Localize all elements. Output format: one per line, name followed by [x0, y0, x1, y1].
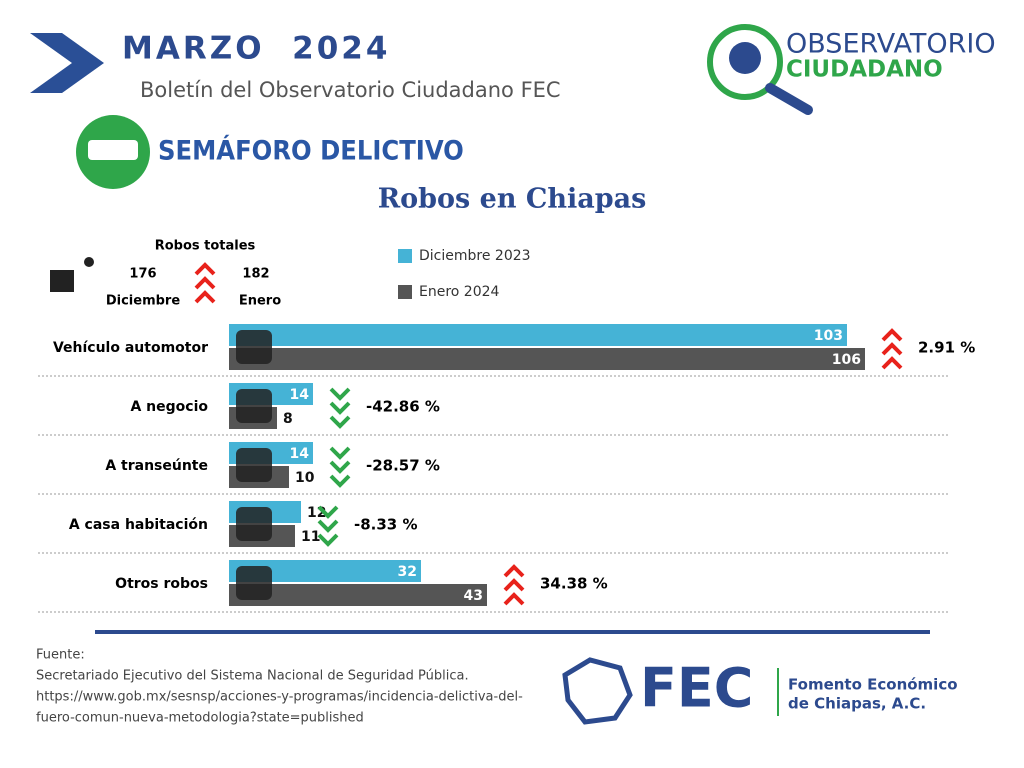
chevron — [329, 415, 351, 429]
category-label: Otros robos — [115, 576, 208, 592]
logo-people — [729, 42, 761, 74]
value-label: 14 — [290, 387, 310, 403]
change-label: -28.57 % — [366, 457, 440, 475]
header-subtitle: Boletín del Observatorio Ciudadano FEC — [140, 78, 561, 102]
category-label: A casa habitación — [69, 517, 208, 533]
chevron — [881, 328, 903, 342]
chevron — [194, 276, 216, 290]
source-line: https://www.gob.mx/sesnsp/acciones-y-pro… — [36, 690, 523, 705]
chevron — [503, 578, 525, 592]
summary-title: Robos totales — [155, 239, 256, 254]
legend-swatch — [398, 285, 412, 299]
source-line: Secretariado Ejecutivo del Sistema Nacio… — [36, 669, 469, 684]
value-label: 8 — [283, 411, 293, 427]
change-arrows — [503, 564, 525, 606]
value-label: 10 — [295, 470, 315, 486]
chevron — [329, 474, 351, 488]
chevron — [317, 519, 339, 533]
summary-value: 182 — [242, 267, 269, 282]
bar — [229, 324, 847, 346]
value-label: 11 — [301, 529, 320, 545]
bar — [229, 560, 421, 582]
fec-line: de Chiapas, A.C. — [788, 695, 926, 713]
legend-swatch — [398, 249, 412, 263]
bar — [229, 348, 865, 370]
source-line: Fuente: — [36, 648, 85, 663]
logo-ring — [707, 24, 783, 100]
category-icon — [236, 389, 272, 423]
change-arrows — [329, 387, 351, 429]
source-line: fuero-comun-nueva-metodologia?state=publ… — [36, 711, 364, 726]
change-label: 34.38 % — [540, 575, 608, 593]
change-label: -8.33 % — [354, 516, 418, 534]
legend-label: Diciembre 2023 — [419, 248, 531, 264]
chart-title: Robos en Chiapas — [378, 184, 647, 215]
value-label: 103 — [814, 328, 843, 344]
header-arrow — [30, 33, 104, 93]
value-label: 14 — [290, 446, 310, 462]
category-icon — [236, 330, 272, 364]
change-arrows — [194, 262, 216, 304]
header-title: MARZO 2024 — [122, 31, 390, 67]
value-label: 43 — [464, 588, 483, 604]
category-icon — [236, 507, 272, 541]
chevron — [329, 460, 351, 474]
chevron — [194, 290, 216, 304]
logo-handle — [765, 83, 813, 115]
logo-top: OBSERVATORIO — [786, 29, 996, 60]
change-arrows — [881, 328, 903, 370]
chevron — [503, 592, 525, 606]
chevron — [881, 342, 903, 356]
chevron — [329, 446, 351, 460]
summary-label: Diciembre — [106, 294, 180, 309]
fec-mark: FEC — [640, 657, 753, 720]
category-icon — [236, 566, 272, 600]
fec-map — [562, 657, 633, 725]
chevron — [329, 401, 351, 415]
category-label: A transeúnte — [105, 458, 208, 474]
summary-icon — [50, 270, 74, 292]
category-label: Vehículo automotor — [53, 340, 208, 356]
chevron — [881, 356, 903, 370]
value-label: 32 — [398, 564, 417, 580]
section-icon-hand — [88, 140, 138, 160]
section-title: SEMÁFORO DELICTIVO — [158, 135, 464, 167]
chevron — [503, 564, 525, 578]
chevron — [194, 262, 216, 276]
category-icon — [236, 448, 272, 482]
legend-label: Enero 2024 — [419, 284, 500, 300]
summary-label: Enero — [239, 294, 281, 309]
summary-value: 176 — [129, 267, 156, 282]
value-label: 106 — [832, 352, 861, 368]
fec-line: Fomento Económico — [788, 676, 958, 694]
change-arrows — [317, 505, 339, 547]
chevron — [329, 387, 351, 401]
bar — [229, 584, 487, 606]
chevron — [317, 533, 339, 547]
change-label: -42.86 % — [366, 398, 440, 416]
change-label: 2.91 % — [918, 339, 975, 357]
change-arrows — [329, 446, 351, 488]
logo-bottom: CIUDADANO — [786, 57, 943, 83]
summary-icon-person — [84, 257, 94, 267]
category-label: A negocio — [130, 399, 208, 415]
chevron — [317, 505, 339, 519]
